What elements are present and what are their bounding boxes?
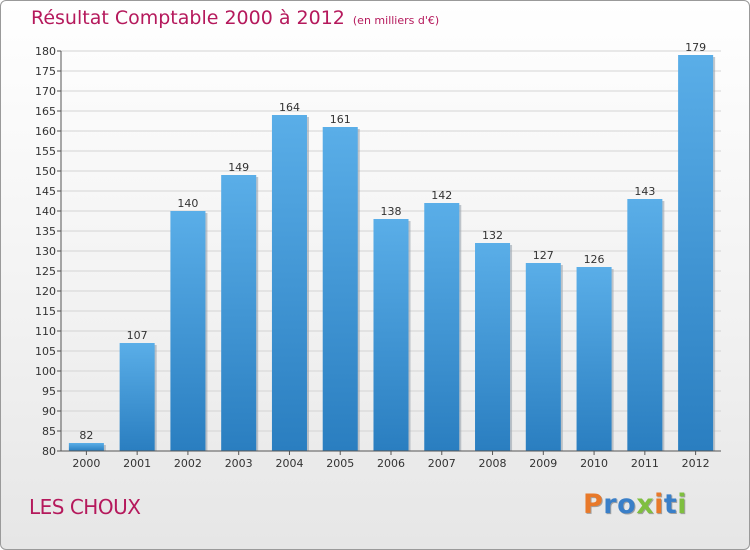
chart-subtitle: (en milliers d'€) <box>352 14 440 27</box>
y-tick-label: 175 <box>35 65 56 78</box>
bar-value-label: 138 <box>381 205 402 218</box>
y-tick-label: 125 <box>35 265 56 278</box>
bar-value-label: 143 <box>634 185 655 198</box>
bar-value-label: 161 <box>330 113 351 126</box>
x-tick-label: 2002 <box>174 457 202 470</box>
y-tick-label: 150 <box>35 165 56 178</box>
x-tick-label: 2000 <box>72 457 100 470</box>
y-tick-label: 85 <box>42 425 56 438</box>
logo-letter: o <box>617 489 637 520</box>
bar-value-label: 107 <box>127 329 148 342</box>
logo-letter: P <box>583 489 604 520</box>
y-tick-label: 105 <box>35 345 56 358</box>
y-tick-label: 80 <box>42 445 56 458</box>
bar-value-label: 142 <box>431 189 452 202</box>
y-tick-label: 180 <box>35 45 56 58</box>
bar <box>68 443 104 451</box>
y-tick-label: 90 <box>42 405 56 418</box>
axis-layer: 80 85 90 95 100 105 110 115 120 125 130 135 140 145 15… <box>35 45 721 470</box>
bar <box>424 203 460 451</box>
bar-value-label: 164 <box>279 101 300 114</box>
y-tick-label: 165 <box>35 105 56 118</box>
bar-value-label: 132 <box>482 229 503 242</box>
x-tick-label: 2012 <box>682 457 710 470</box>
logo-letter: t <box>663 489 678 520</box>
bar <box>475 243 511 451</box>
bar-value-label: 149 <box>228 161 249 174</box>
x-tick-label: 2008 <box>479 457 507 470</box>
bar <box>678 55 714 451</box>
bar <box>221 175 257 451</box>
bar <box>271 115 307 451</box>
x-tick-label: 2004 <box>275 457 303 470</box>
y-tick-label: 130 <box>35 245 56 258</box>
logo-letter: x <box>636 489 655 520</box>
logo-letter: i <box>677 489 688 520</box>
logo-letter: i <box>654 489 664 520</box>
y-tick-label: 95 <box>42 385 56 398</box>
bar-value-label: 126 <box>584 253 605 266</box>
bar-value-label: 179 <box>685 41 706 54</box>
bar <box>627 199 663 451</box>
y-tick-label: 140 <box>35 205 56 218</box>
commune-name: LES CHOUX <box>29 495 141 519</box>
bar <box>525 263 561 451</box>
y-tick-label: 145 <box>35 185 56 198</box>
bar <box>170 211 206 451</box>
logo-letter: r <box>603 489 618 520</box>
y-tick-label: 170 <box>35 85 56 98</box>
y-tick-label: 115 <box>35 305 56 318</box>
y-tick-label: 135 <box>35 225 56 238</box>
y-tick-label: 155 <box>35 145 56 158</box>
bar <box>373 219 409 451</box>
bar-layer: 82 107 140 149 164 161 138 142 132 127 126 143 179 <box>68 41 716 451</box>
bar <box>322 127 358 451</box>
proxiti-logo: Proxiti <box>583 489 687 520</box>
x-tick-label: 2001 <box>123 457 151 470</box>
y-tick-label: 110 <box>35 325 56 338</box>
x-tick-label: 2007 <box>428 457 456 470</box>
y-tick-label: 100 <box>35 365 56 378</box>
x-tick-label: 2009 <box>529 457 557 470</box>
bar-value-label: 127 <box>533 249 554 262</box>
bar <box>119 343 155 451</box>
bar-value-label: 140 <box>177 197 198 210</box>
bar-value-label: 82 <box>79 429 93 442</box>
x-tick-label: 2010 <box>580 457 608 470</box>
bar <box>576 267 612 451</box>
y-tick-label: 120 <box>35 285 56 298</box>
x-tick-label: 2005 <box>326 457 354 470</box>
y-tick-label: 160 <box>35 125 56 138</box>
x-tick-label: 2006 <box>377 457 405 470</box>
chart-title: Résultat Comptable 2000 à 2012 (en millie… <box>31 7 440 29</box>
x-tick-label: 2011 <box>631 457 659 470</box>
x-tick-label: 2003 <box>225 457 253 470</box>
